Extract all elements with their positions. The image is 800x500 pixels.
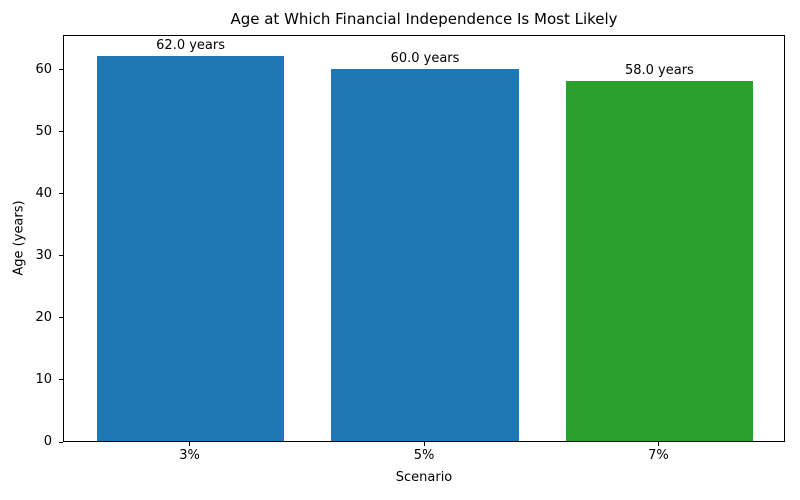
y-axis-label: Age (years) bbox=[11, 200, 27, 276]
y-tick bbox=[59, 69, 63, 71]
y-tick-label: 30 bbox=[35, 247, 52, 263]
chart-title: Age at Which Financial Independence Is M… bbox=[230, 10, 618, 28]
y-tick bbox=[59, 379, 63, 381]
bar bbox=[96, 56, 285, 441]
bar-value-label: 62.0 years bbox=[156, 38, 226, 54]
x-tick bbox=[189, 442, 191, 446]
x-axis-label: Scenario bbox=[395, 470, 453, 485]
y-tick bbox=[59, 441, 63, 443]
bar bbox=[565, 81, 754, 441]
y-tick bbox=[59, 193, 63, 195]
y-tick-label: 50 bbox=[35, 123, 52, 139]
bar-value-label: 60.0 years bbox=[390, 50, 460, 66]
y-tick bbox=[59, 255, 63, 257]
y-tick-label: 60 bbox=[35, 61, 52, 77]
x-tick-label: 7% bbox=[648, 448, 669, 463]
bar bbox=[331, 68, 519, 441]
y-tick bbox=[59, 131, 63, 133]
x-tick-label: 5% bbox=[413, 448, 435, 463]
x-tick bbox=[657, 442, 659, 446]
y-tick bbox=[59, 317, 63, 319]
y-tick-label: 40 bbox=[35, 185, 52, 201]
x-tick-label: 3% bbox=[179, 448, 200, 463]
y-tick-label: 20 bbox=[35, 309, 52, 325]
plot-area: 62.0 years 60.0 years 58.0 years bbox=[63, 35, 785, 442]
bar-value-label: 58.0 years bbox=[624, 63, 694, 79]
x-tick bbox=[423, 442, 425, 446]
y-tick-label: 10 bbox=[35, 371, 52, 387]
y-tick-label: 0 bbox=[43, 434, 52, 449]
